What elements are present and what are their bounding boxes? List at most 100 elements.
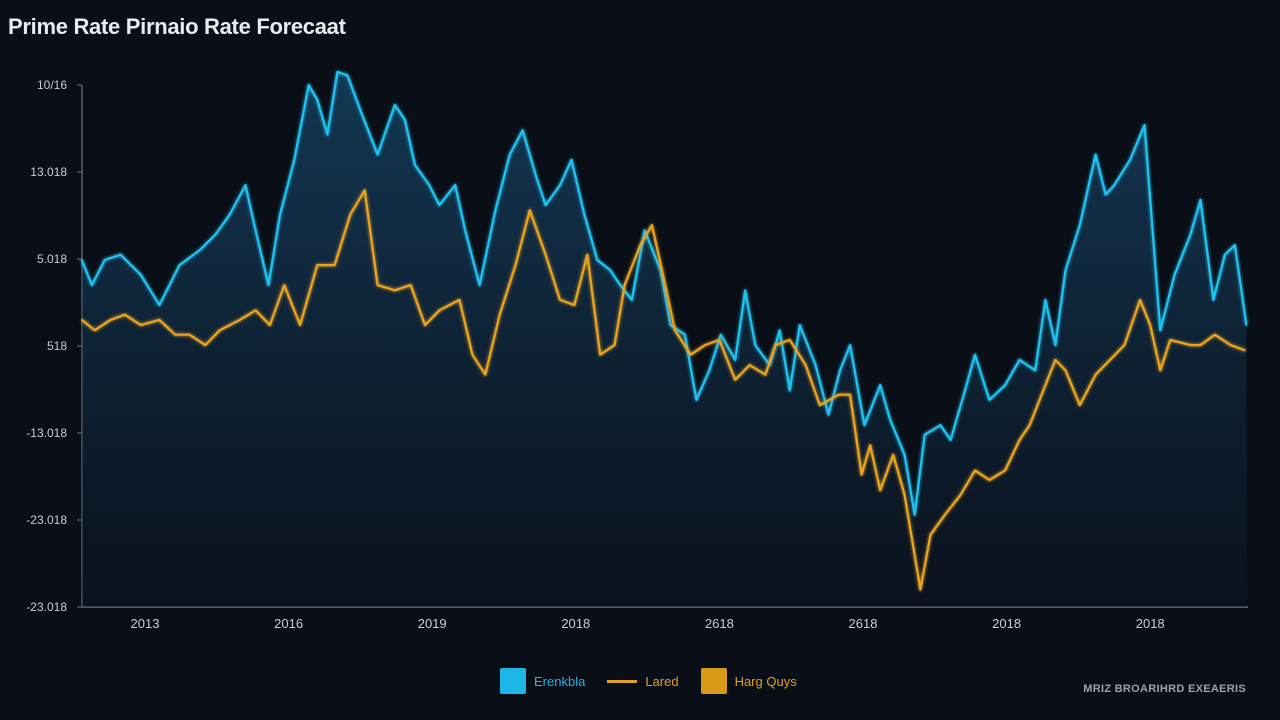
data-point-2 [458, 299, 461, 301]
data-point-1 [267, 284, 270, 286]
data-point-1 [1064, 269, 1067, 272]
data-point-1 [583, 213, 586, 216]
data-point-1 [1034, 369, 1037, 372]
data-point-2 [718, 339, 721, 341]
data-point-1 [544, 204, 547, 206]
data-point-2 [158, 319, 161, 321]
data-point-1 [643, 229, 646, 232]
y-tick-label: -23.018 [26, 600, 67, 614]
data-point-1 [754, 344, 757, 346]
data-point-1 [570, 159, 573, 161]
data-point-1 [359, 109, 362, 112]
data-point-2 [974, 469, 976, 472]
data-point-1 [619, 284, 622, 286]
series-area-1 [81, 71, 1247, 607]
legend-swatch-blue [500, 668, 526, 694]
data-point-1 [1143, 124, 1146, 126]
data-point-1 [839, 369, 841, 372]
data-point-1 [669, 324, 672, 326]
data-point-1 [534, 173, 537, 176]
data-point-2 [849, 393, 851, 396]
data-point-2 [1244, 349, 1246, 352]
data-point-1 [708, 369, 711, 372]
data-point-1 [863, 424, 866, 426]
y-tick-label: 5.018 [37, 252, 67, 266]
data-point-1 [788, 389, 791, 392]
data-point-2 [1064, 369, 1067, 372]
data-point-2 [559, 299, 561, 301]
data-point-2 [544, 253, 547, 256]
data-point-2 [774, 344, 777, 346]
data-point-1 [478, 284, 481, 286]
data-point-2 [1149, 324, 1151, 326]
data-point-2 [944, 513, 946, 516]
data-point-2 [573, 304, 576, 306]
data-point-2 [269, 324, 271, 326]
data-point-1 [1224, 253, 1226, 256]
data-point-1 [949, 439, 952, 441]
data-point-1 [198, 249, 201, 252]
data-point-1 [799, 324, 801, 326]
data-point-1 [631, 299, 633, 301]
data-point-2 [514, 264, 517, 266]
data-point-1 [454, 184, 456, 186]
data-point-1 [178, 264, 181, 266]
data-point-2 [1079, 404, 1081, 406]
data-point-2 [438, 309, 441, 312]
data-point-1 [1199, 199, 1202, 201]
data-point-1 [1159, 329, 1162, 332]
data-point-1 [214, 233, 217, 236]
data-point-1 [596, 259, 599, 261]
data-point-2 [484, 373, 487, 376]
data-point-2 [1094, 373, 1097, 376]
data-point-2 [316, 264, 319, 266]
data-point-2 [1054, 359, 1057, 361]
data-point-1 [91, 284, 93, 286]
data-point-2 [254, 309, 257, 312]
data-point-1 [404, 119, 406, 121]
data-point-2 [299, 324, 301, 326]
data-point-1 [1113, 184, 1116, 186]
data-point-1 [1044, 299, 1047, 301]
data-point-2 [174, 333, 176, 336]
data-point-2 [661, 269, 663, 272]
data-point-1 [913, 513, 916, 516]
data-point-1 [827, 413, 830, 416]
data-point-2 [988, 479, 991, 481]
data-point-2 [188, 333, 191, 336]
data-point-2 [1159, 369, 1162, 372]
data-point-1 [1104, 193, 1107, 196]
x-tick-label: 2618 [849, 616, 878, 631]
data-point-2 [689, 353, 692, 356]
data-point-2 [1109, 359, 1111, 361]
data-point-2 [860, 473, 863, 476]
x-tick-label: 2618 [705, 616, 734, 631]
data-point-1 [734, 359, 736, 361]
data-point-1 [1054, 344, 1057, 346]
legend: Erenkbla Lared Harg Quys [500, 668, 819, 694]
data-point-2 [498, 313, 501, 316]
x-tick-label: 2018 [1136, 616, 1165, 631]
data-point-1 [1004, 384, 1006, 386]
data-point-1 [988, 399, 991, 401]
data-point-2 [1123, 344, 1126, 346]
data-point-2 [959, 493, 962, 496]
data-point-2 [903, 493, 906, 496]
data-point-1 [609, 269, 612, 272]
data-point-2 [639, 244, 642, 246]
data-point-2 [1044, 384, 1047, 386]
legend-swatch-orange [700, 668, 727, 694]
data-point-2 [1169, 339, 1172, 341]
data-point-1 [254, 229, 257, 232]
data-point-1 [279, 213, 281, 216]
data-point-2 [837, 393, 840, 396]
data-point-1 [814, 364, 817, 366]
data-point-1 [778, 329, 781, 332]
data-point-1 [720, 333, 722, 336]
data-point-2 [471, 353, 474, 356]
data-point-2 [349, 213, 352, 216]
chart-title: Prime Rate Pirnaio Rate Forecaat [8, 14, 346, 39]
data-point-2 [529, 209, 531, 212]
data-point-1 [376, 153, 379, 156]
data-point-2 [109, 319, 112, 321]
